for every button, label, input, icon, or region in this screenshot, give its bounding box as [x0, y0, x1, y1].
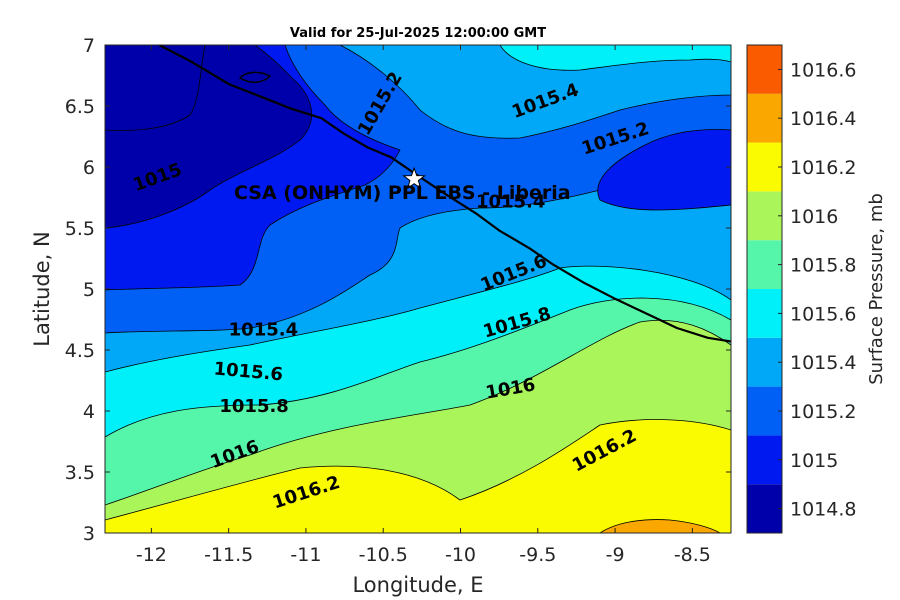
y-tick-label-1: 3.5	[65, 462, 95, 484]
x-tick-label-6: -9	[606, 544, 625, 566]
colorbar-band-2	[747, 386, 782, 436]
colorbar-tick-label-2: 1015.2	[790, 401, 856, 423]
colorbar-band-3	[747, 337, 782, 387]
x-axis-ticks: -12 -11.5 -11 -10.5 -10 -9.5 -9 -8.5	[136, 45, 711, 566]
colorbar-band-8	[747, 93, 782, 143]
colorbar	[747, 45, 782, 533]
y-tick-label-0: 3	[83, 523, 95, 545]
contour-label-7: 1015.4	[229, 319, 298, 340]
band-1015-4-north	[339, 45, 731, 139]
y-tick-label-7: 6.5	[65, 96, 95, 118]
x-tick-label-4: -10	[445, 544, 476, 566]
colorbar-band-5	[747, 240, 782, 289]
colorbar-label: Surface Pressure, mb	[866, 193, 887, 385]
y-tick-label-4: 5	[83, 279, 95, 301]
colorbar-tick-label-7: 1016.2	[790, 157, 856, 179]
x-tick-label-7: -8.5	[674, 544, 711, 566]
band-1015-east	[597, 129, 731, 211]
colorbar-ticks: 1014.8 1015 1015.2 1015.4 1015.6 1015.8 1016 10…	[778, 59, 856, 521]
colorbar-band-0	[747, 484, 782, 533]
colorbar-band-7	[747, 142, 782, 192]
colorbar-tick-label-8: 1016.4	[790, 108, 856, 130]
band-1016-4	[599, 519, 721, 533]
x-tick-label-5: -9.5	[519, 544, 556, 566]
island-outline	[238, 71, 272, 83]
colorbar-band-6	[747, 191, 782, 241]
y-tick-label-3: 4.5	[65, 340, 95, 362]
contour-label-4: 1015.4	[476, 191, 545, 212]
y-tick-label-8: 7	[83, 35, 95, 57]
site-label: CSA (ONHYM) PPL EBS - Liberia	[234, 182, 571, 204]
band-1014-8-pocket	[105, 45, 206, 131]
coastline	[158, 45, 731, 343]
x-tick-label-3: -10.5	[359, 544, 408, 566]
colorbar-band-1	[747, 435, 782, 485]
x-tick-label-2: -11	[290, 544, 321, 566]
map-title: Valid for 25-Jul-2025 12:00:00 GMT	[290, 26, 546, 41]
x-tick-label-1: -11.5	[204, 544, 253, 566]
colorbar-tick-label-6: 1016	[790, 206, 838, 228]
colorbar-tick-label-3: 1015.4	[790, 352, 856, 374]
colorbar-band-9	[747, 45, 782, 94]
band-1015-6-north	[499, 45, 731, 71]
y-axis-label: Latitude, N	[30, 231, 54, 347]
x-tick-label-0: -12	[136, 544, 167, 566]
colorbar-tick-label-1: 1015	[790, 450, 838, 472]
x-axis-label: Longitude, E	[352, 573, 483, 597]
contour-label-9: 1015.8	[219, 396, 288, 417]
site-marker-group: CSA (ONHYM) PPL EBS - Liberia	[234, 166, 571, 204]
colorbar-tick-label-5: 1015.8	[790, 255, 856, 277]
colorbar-tick-label-0: 1014.8	[790, 499, 856, 521]
colorbar-tick-label-4: 1015.6	[790, 303, 856, 325]
y-axis-ticks: 3 3.5 4 4.5 5 5.5 6 6.5 7	[65, 35, 731, 545]
colorbar-band-4	[747, 289, 782, 338]
y-tick-label-5: 5.5	[65, 218, 95, 240]
colorbar-tick-label-9: 1016.6	[790, 59, 856, 81]
y-tick-label-2: 4	[83, 401, 95, 423]
colorbar-frame	[746, 44, 783, 534]
y-tick-label-6: 6	[83, 157, 95, 179]
site-star-icon	[402, 166, 427, 190]
